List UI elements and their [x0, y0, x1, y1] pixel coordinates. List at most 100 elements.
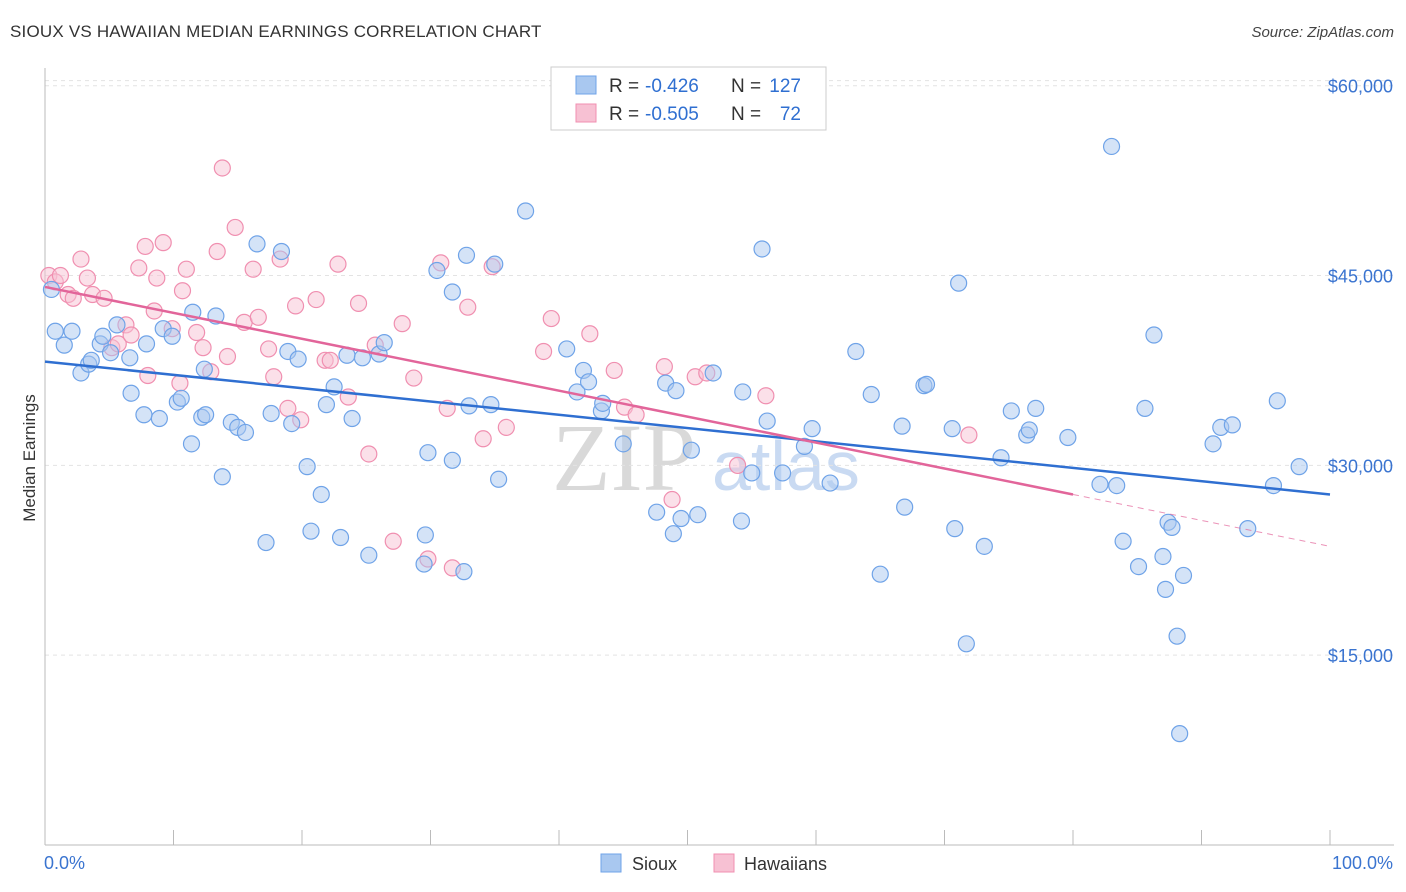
- sioux-point-87: [862, 385, 880, 404]
- hawaiians-point-41: [321, 351, 339, 369]
- sioux-point-10: [108, 316, 126, 334]
- sioux-point-77: [732, 512, 751, 530]
- hawaiians-point-63: [627, 406, 645, 424]
- sioux-point-65: [579, 373, 598, 391]
- hawaiians-point-55: [474, 430, 492, 448]
- hawaiians-trend-line: [44, 285, 1074, 496]
- sioux-point-55: [455, 563, 473, 581]
- sioux-point-93: [943, 420, 961, 438]
- sioux-point-52: [428, 261, 446, 280]
- sioux-point-8: [94, 327, 112, 345]
- sioux-point-49: [415, 555, 433, 573]
- sioux-point-110: [1145, 326, 1163, 344]
- sioux-point-78: [734, 383, 752, 401]
- sioux-point-9: [101, 344, 120, 362]
- sioux-point-61: [516, 202, 535, 220]
- sioux-point-3: [63, 322, 81, 340]
- hawaiians-point-44: [349, 294, 368, 312]
- sioux-point-117: [1174, 566, 1193, 585]
- sioux-point-107: [1114, 532, 1132, 550]
- hawaiians-point-45: [360, 445, 378, 463]
- hawaiians-point-39: [307, 290, 325, 309]
- hawaiians-point-58: [534, 342, 553, 361]
- sioux-point-50: [416, 526, 434, 544]
- legend-n-label-hawaiians: N =: [731, 104, 761, 125]
- sioux-point-89: [893, 417, 911, 435]
- sioux-point-69: [648, 503, 666, 521]
- hawaiians-point-48: [393, 315, 411, 333]
- sioux-point-38: [302, 522, 320, 540]
- legend: R = -0.426 N = 127 R = -0.505 N = 72: [550, 66, 827, 131]
- sioux-point-17: [163, 327, 181, 345]
- sioux-point-74: [682, 441, 700, 459]
- hawaiians-point-32: [249, 308, 267, 326]
- sioux-point-39: [312, 485, 330, 504]
- hawaiians-point-12: [122, 326, 140, 344]
- sioux-point-84: [803, 420, 821, 438]
- sioux-point-92: [917, 375, 936, 393]
- sioux-point-36: [289, 350, 307, 368]
- hawaiians-point-29: [226, 218, 244, 237]
- sioux-point-95: [950, 274, 968, 292]
- sioux-point-19: [172, 389, 190, 407]
- hawaiians-point-60: [581, 325, 599, 343]
- legend-n-label-sioux: N =: [731, 76, 761, 97]
- sioux-point-72: [667, 382, 685, 400]
- sioux-point-29: [236, 423, 255, 442]
- sioux-point-46: [360, 546, 378, 564]
- y-tick-label-30000: $30,000: [1328, 456, 1393, 476]
- sioux-point-51: [419, 444, 437, 462]
- hawaiians-point-5: [72, 250, 90, 268]
- hawaiians-point-31: [244, 260, 262, 278]
- hawaiians-point-13: [130, 259, 148, 277]
- sioux-point-112: [1156, 580, 1175, 598]
- sioux-point-124: [1290, 458, 1308, 476]
- hawaiians-point-61: [605, 361, 623, 380]
- sioux-point-56: [457, 246, 476, 264]
- sioux-point-40: [317, 396, 336, 414]
- hawaiians-point-15: [139, 366, 157, 385]
- sioux-point-6: [82, 351, 100, 369]
- sioux-point-123: [1268, 392, 1286, 410]
- legend-n-value-hawaiians: 72: [780, 104, 801, 125]
- sioux-point-20: [182, 435, 201, 453]
- hawaiians-point-26: [208, 242, 226, 261]
- sioux-point-97: [975, 537, 993, 555]
- sioux-point-115: [1168, 627, 1186, 645]
- hawaiians-point-70: [960, 426, 978, 444]
- x-tick-label-100: 100.0%: [1332, 853, 1393, 873]
- hawaiians-point-49: [405, 369, 423, 387]
- sioux-point-42: [331, 528, 350, 547]
- hawaiians-point-42: [329, 255, 347, 273]
- hawaiians-point-28: [218, 347, 237, 366]
- hawaiians-point-27: [213, 159, 231, 177]
- sioux-point-85: [821, 474, 839, 492]
- sioux-point-15: [150, 409, 168, 428]
- sioux-point-120: [1223, 416, 1241, 434]
- sioux-point-102: [1027, 399, 1045, 418]
- sioux-point-76: [704, 364, 722, 382]
- sioux-point-54: [443, 451, 461, 469]
- sioux-point-81: [758, 412, 776, 430]
- sioux-point-35: [283, 414, 301, 433]
- sioux-point-83: [795, 437, 814, 455]
- sioux-point-48: [375, 334, 393, 352]
- sioux-point-33: [272, 242, 291, 261]
- trend-lines: [44, 285, 1331, 547]
- sioux-point-32: [262, 404, 280, 423]
- sioux-point-109: [1136, 399, 1154, 418]
- sioux-point-14: [137, 335, 156, 353]
- source-credit: Source: ZipAtlas.com: [1251, 24, 1394, 41]
- sioux-point-94: [946, 520, 964, 538]
- sioux-point-24: [197, 406, 215, 424]
- legend-r-label-sioux: R =: [609, 76, 639, 97]
- hawaiians-point-59: [542, 309, 560, 328]
- sioux-point-62: [558, 340, 576, 358]
- legend-swatch-sioux: [575, 75, 597, 95]
- sioux-point-82: [773, 464, 792, 482]
- bottom-legend-label-sioux: Sioux: [632, 854, 677, 874]
- hawaiians-point-47: [384, 532, 402, 550]
- hawaiians-point-57: [497, 418, 515, 436]
- sioux-point-68: [614, 435, 632, 453]
